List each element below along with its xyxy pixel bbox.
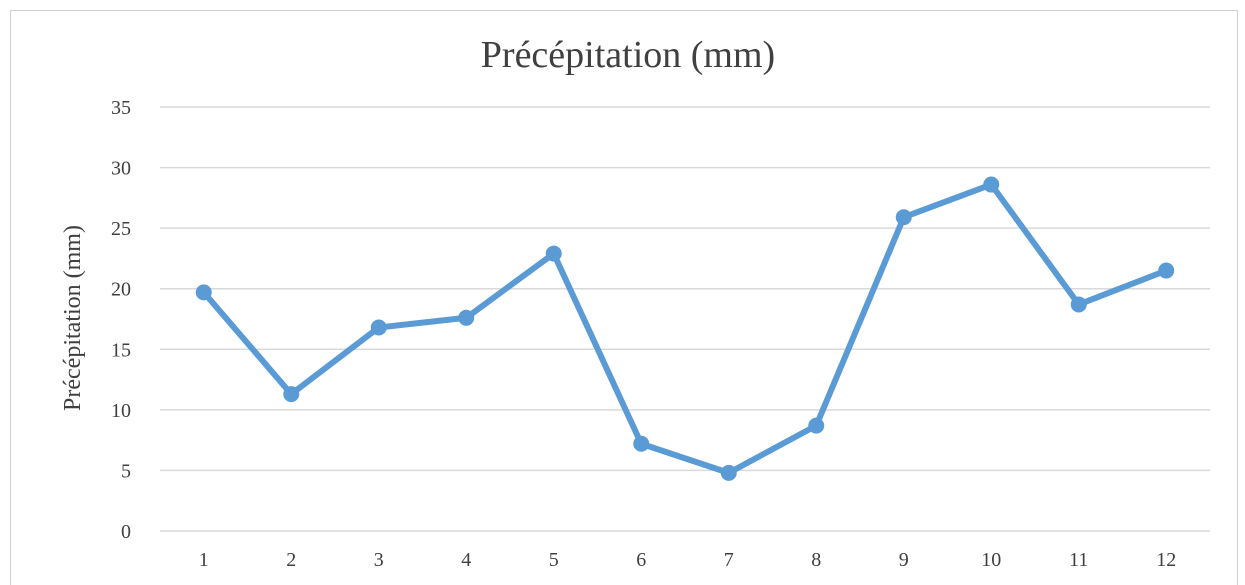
- x-tick-labels: 1 2 3 4 5 6 7 8 9 10 11 12: [199, 549, 1177, 571]
- data-point: [1070, 296, 1087, 313]
- data-point: [808, 417, 825, 434]
- x-tick-label: 12: [1156, 549, 1176, 571]
- data-point: [545, 245, 562, 262]
- x-tick-label: 10: [981, 549, 1001, 571]
- data-point: [983, 176, 1000, 193]
- series-group: [195, 176, 1175, 481]
- data-point: [195, 284, 212, 301]
- chart-frame: [10, 10, 1238, 585]
- y-tick-label: 10: [111, 400, 131, 422]
- data-point: [720, 464, 737, 481]
- data-point: [370, 319, 387, 336]
- data-point: [895, 209, 912, 226]
- y-tick-labels: 0 5 10 15 20 25 30 35: [111, 97, 131, 543]
- y-tick-label: 0: [121, 521, 131, 543]
- data-point: [633, 435, 650, 452]
- y-tick-label: 30: [111, 158, 131, 180]
- chart-title: Précépitation (mm): [481, 34, 775, 76]
- x-tick-label: 5: [549, 549, 559, 571]
- gridlines: [160, 106, 1210, 532]
- y-tick-label: 35: [111, 97, 131, 119]
- x-tick-label: 9: [899, 549, 909, 571]
- x-tick-label: 1: [199, 549, 209, 571]
- data-point: [458, 309, 475, 326]
- y-tick-label: 20: [111, 279, 131, 301]
- y-tick-label: 15: [111, 339, 131, 361]
- y-tick-label: 5: [121, 460, 131, 482]
- x-tick-label: 8: [811, 549, 821, 571]
- y-tick-label: 25: [111, 218, 131, 240]
- series-line: [200, 181, 1170, 476]
- x-tick-label: 2: [286, 549, 296, 571]
- y-axis-label: Précépitation (mm): [60, 225, 86, 411]
- data-point: [283, 386, 300, 403]
- x-tick-label: 6: [636, 549, 646, 571]
- x-tick-label: 3: [374, 549, 384, 571]
- x-tick-label: 11: [1069, 549, 1088, 571]
- x-tick-label: 7: [724, 549, 734, 571]
- data-point: [1158, 262, 1175, 279]
- x-tick-label: 4: [461, 549, 471, 571]
